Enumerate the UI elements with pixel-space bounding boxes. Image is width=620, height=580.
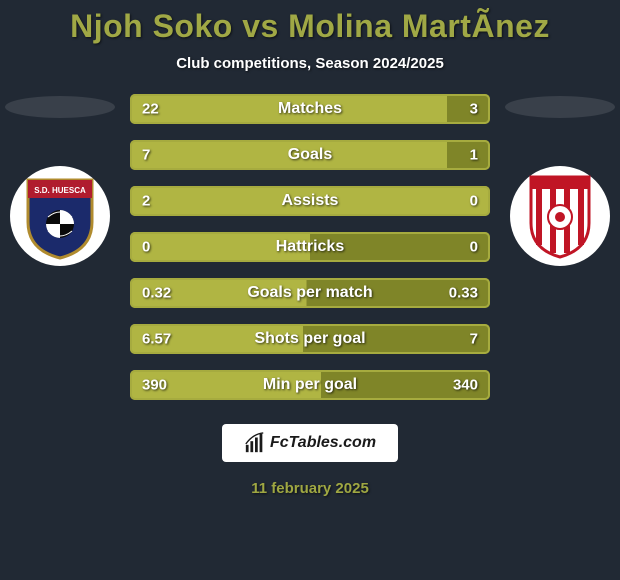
stat-value-left: 0.32	[142, 285, 171, 302]
player-left-shadow	[5, 96, 115, 118]
subtitle: Club competitions, Season 2024/2025	[0, 55, 620, 72]
date-text: 11 february 2025	[0, 480, 620, 497]
stat-value-right: 340	[453, 377, 478, 394]
stat-bar: 22 Matches 3	[130, 94, 490, 124]
stat-value-left: 7	[142, 147, 150, 164]
stat-label: Shots per goal	[254, 330, 365, 348]
stat-value-left: 390	[142, 377, 167, 394]
fctables-logo-icon	[244, 432, 266, 454]
footer-brand-badge: FcTables.com	[222, 424, 398, 462]
stat-label: Hattricks	[276, 238, 344, 256]
player-left-side: S.D. HUESCA	[0, 94, 120, 266]
footer-brand-text: FcTables.com	[270, 434, 376, 452]
stat-value-left: 0	[142, 239, 150, 256]
comparison-arena: S.D. HUESCA 22 Matches 3 7 Goals 1	[0, 94, 620, 400]
player-right-shadow	[505, 96, 615, 118]
title-vs: vs	[242, 8, 279, 44]
stat-bar: 2 Assists 0	[130, 186, 490, 216]
stat-bar: 7 Goals 1	[130, 140, 490, 170]
stat-bars: 22 Matches 3 7 Goals 1 2 Assists 0 0 Hattricks 0 0.3…	[130, 94, 490, 400]
stat-label: Goals per match	[247, 284, 372, 302]
title-player1: Njoh Soko	[70, 8, 233, 44]
stat-value-right: 1	[470, 147, 478, 164]
title-player2: Molina MartÃ­nez	[288, 8, 550, 44]
stat-bar: 0.32 Goals per match 0.33	[130, 278, 490, 308]
player-right-side	[500, 94, 620, 266]
stat-value-right: 3	[470, 101, 478, 118]
stat-value-right: 0.33	[449, 285, 478, 302]
stat-bar: 6.57 Shots per goal 7	[130, 324, 490, 354]
stat-label: Min per goal	[263, 376, 357, 394]
stat-bar: 390 Min per goal 340	[130, 370, 490, 400]
crest-granada-icon	[527, 173, 593, 259]
stat-label: Assists	[282, 192, 339, 210]
stat-value-right: 7	[470, 331, 478, 348]
crest-huesca-icon: S.D. HUESCA	[22, 172, 98, 260]
stat-label: Matches	[278, 100, 342, 118]
stat-value-left: 2	[142, 193, 150, 210]
stat-value-right: 0	[470, 239, 478, 256]
page-title: Njoh Soko vs Molina MartÃ­nez	[0, 0, 620, 45]
stat-bar: 0 Hattricks 0	[130, 232, 490, 262]
crest-left-wrap: S.D. HUESCA	[10, 166, 110, 266]
stat-value-left: 22	[142, 101, 159, 118]
svg-text:S.D. HUESCA: S.D. HUESCA	[34, 186, 86, 195]
stat-label: Goals	[288, 146, 332, 164]
stat-value-right: 0	[470, 193, 478, 210]
stat-value-left: 6.57	[142, 331, 171, 348]
crest-right-wrap	[510, 166, 610, 266]
